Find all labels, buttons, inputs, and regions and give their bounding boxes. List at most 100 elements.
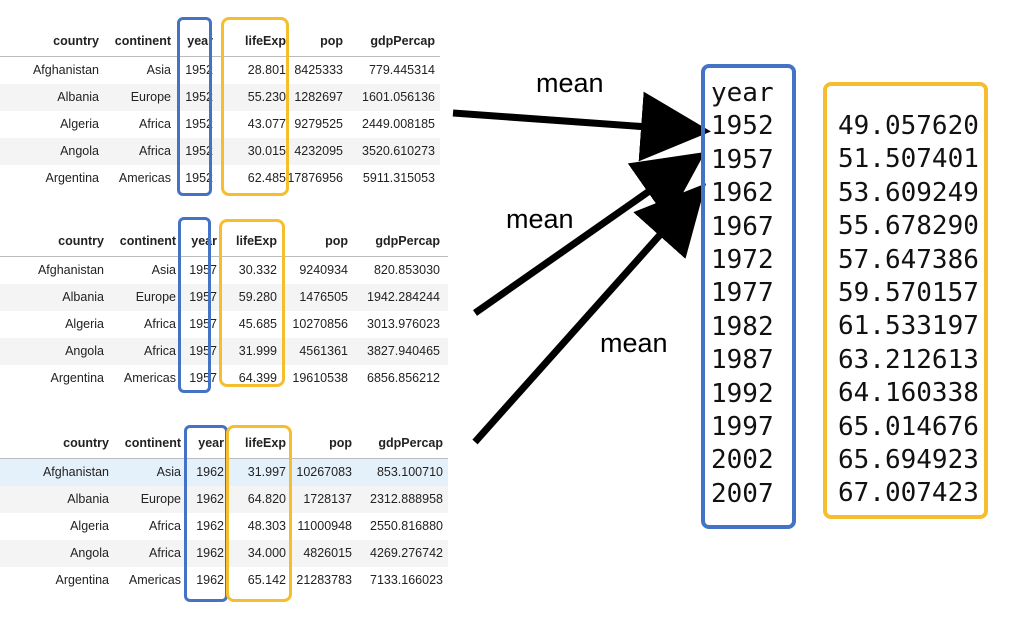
- table-row: Algeria Africa 1957 45.685 10270856 3013.9760…: [0, 311, 448, 338]
- column-header-gdppercap: gdpPercap: [378, 436, 443, 450]
- continent-cell: Europe: [140, 492, 181, 506]
- result-year: 1992: [711, 378, 774, 409]
- gdppercap-cell: 1942.284244: [367, 290, 440, 304]
- continent-cell: Africa: [144, 344, 176, 358]
- continent-cell: Africa: [139, 144, 171, 158]
- table-row: Albania Europe 1962 64.820 1728137 2312.88895…: [0, 486, 448, 513]
- result-year: 1962: [711, 178, 774, 209]
- result-mean-lifeexp: 51.507401: [838, 144, 979, 175]
- gdppercap-cell: 1601.056136: [362, 90, 435, 104]
- gdppercap-cell: 3827.940465: [367, 344, 440, 358]
- column-header-lifeexp: lifeExp: [245, 34, 286, 48]
- pop-cell: 19610538: [292, 371, 348, 385]
- continent-cell: Asia: [156, 465, 181, 479]
- year-cell: 1962: [196, 546, 224, 560]
- gdppercap-cell: 779.445314: [368, 63, 435, 77]
- table-row: Argentina Americas 1962 65.142 21283783 7133.…: [0, 567, 448, 594]
- table-row: Algeria Africa 1962 48.303 11000948 2550.8168…: [0, 513, 448, 540]
- result-year: 1982: [711, 311, 774, 342]
- lifeexp-cell: 43.077: [247, 117, 286, 131]
- lifeexp-cell: 31.999: [238, 344, 277, 358]
- lifeexp-cell: 65.142: [247, 573, 286, 587]
- table-row: Argentina Americas 1952 62.485 17876956 5911.…: [0, 165, 440, 192]
- lifeexp-cell: 59.280: [238, 290, 277, 304]
- country-cell: Algeria: [70, 519, 109, 533]
- gdppercap-cell: 6856.856212: [367, 371, 440, 385]
- country-cell: Afghanistan: [42, 465, 109, 479]
- dataframe-table-3: country continent year lifeExp pop gdpPercap A…: [0, 430, 448, 592]
- continent-cell: Americas: [123, 371, 176, 385]
- year-cell: 1952: [185, 171, 213, 185]
- table-row: Argentina Americas 1957 64.399 19610538 6856.…: [0, 365, 448, 392]
- column-header-continent: continent: [119, 234, 176, 248]
- gdppercap-cell: 5911.315053: [362, 171, 435, 185]
- continent-cell: Africa: [149, 519, 181, 533]
- pop-cell: 17876956: [287, 171, 343, 185]
- mean-arrow-1: [452, 91, 711, 162]
- gdppercap-cell: 2550.816880: [370, 519, 443, 533]
- gdppercap-cell: 3013.976023: [367, 317, 440, 331]
- gdppercap-cell: 4269.276742: [370, 546, 443, 560]
- table-row: Afghanistan Asia 1952 28.801 8425333 779.4453…: [0, 57, 440, 84]
- result-mean-lifeexp: 63.212613: [838, 344, 979, 375]
- pop-cell: 10270856: [292, 317, 348, 331]
- result-year: 2007: [711, 478, 774, 509]
- result-mean-lifeexp: 49.057620: [838, 111, 979, 141]
- pop-cell: 1728137: [303, 492, 352, 506]
- lifeexp-cell: 31.997: [247, 465, 286, 479]
- country-cell: Angola: [65, 344, 104, 358]
- country-cell: Angola: [70, 546, 109, 560]
- country-cell: Argentina: [55, 573, 109, 587]
- gdppercap-cell: 3520.610273: [362, 144, 435, 158]
- column-header-year: year: [187, 34, 213, 48]
- result-year: 1967: [711, 211, 774, 242]
- result-mean-lifeexp: 57.647386: [838, 244, 979, 275]
- column-header-continent: continent: [114, 34, 171, 48]
- year-cell: 1952: [185, 90, 213, 104]
- pop-cell: 8425333: [294, 63, 343, 77]
- result-mean-lifeexp: 64.160338: [838, 378, 979, 409]
- continent-cell: Americas: [118, 171, 171, 185]
- header-divider: [0, 56, 440, 57]
- header-divider: [0, 458, 448, 459]
- lifeexp-cell: 45.685: [238, 317, 277, 331]
- country-cell: Albania: [67, 492, 109, 506]
- lifeexp-cell: 30.015: [247, 144, 286, 158]
- lifeexp-cell: 62.485: [247, 171, 286, 185]
- result-mean-column: 49.057620 51.507401 53.609249 55.678290 57.6…: [838, 110, 979, 511]
- lifeexp-cell: 34.000: [247, 546, 286, 560]
- gdppercap-cell: 7133.166023: [370, 573, 443, 587]
- lifeexp-cell: 30.332: [238, 263, 277, 277]
- column-header-continent: continent: [124, 436, 181, 450]
- country-cell: Albania: [57, 90, 99, 104]
- result-year-header: year: [711, 78, 774, 108]
- country-cell: Albania: [62, 290, 104, 304]
- lifeexp-column-highlight: [221, 17, 289, 196]
- mean-label-2: mean: [506, 204, 574, 234]
- continent-cell: Africa: [149, 546, 181, 560]
- result-mean-box: [823, 82, 988, 519]
- table-row: Angola Africa 1962 34.000 4826015 4269.276742: [0, 540, 448, 567]
- result-mean-lifeexp: 59.570157: [838, 277, 979, 308]
- result-year: 1987: [711, 345, 774, 376]
- result-year: 1957: [711, 144, 774, 175]
- year-column-highlight: [178, 217, 211, 393]
- year-cell: 1962: [196, 573, 224, 587]
- continent-cell: Americas: [128, 573, 181, 587]
- pop-cell: 4561361: [299, 344, 348, 358]
- pop-cell: 11000948: [297, 519, 352, 533]
- mean-label-3: mean: [600, 328, 668, 358]
- year-cell: 1952: [185, 117, 213, 131]
- table-row: Algeria Africa 1952 43.077 9279525 2449.00818…: [0, 111, 440, 138]
- year-cell: 1962: [196, 492, 224, 506]
- column-header-pop: pop: [325, 234, 348, 248]
- pop-cell: 1282697: [294, 90, 343, 104]
- pop-cell: 9279525: [294, 117, 343, 131]
- lifeexp-cell: 64.399: [238, 371, 277, 385]
- pop-cell: 4232095: [294, 144, 343, 158]
- column-header-lifeexp: lifeExp: [236, 234, 277, 248]
- pop-cell: 10267083: [296, 465, 352, 479]
- result-year: 1997: [711, 411, 774, 442]
- continent-cell: Asia: [146, 63, 171, 77]
- mean-label-1: mean: [536, 68, 604, 98]
